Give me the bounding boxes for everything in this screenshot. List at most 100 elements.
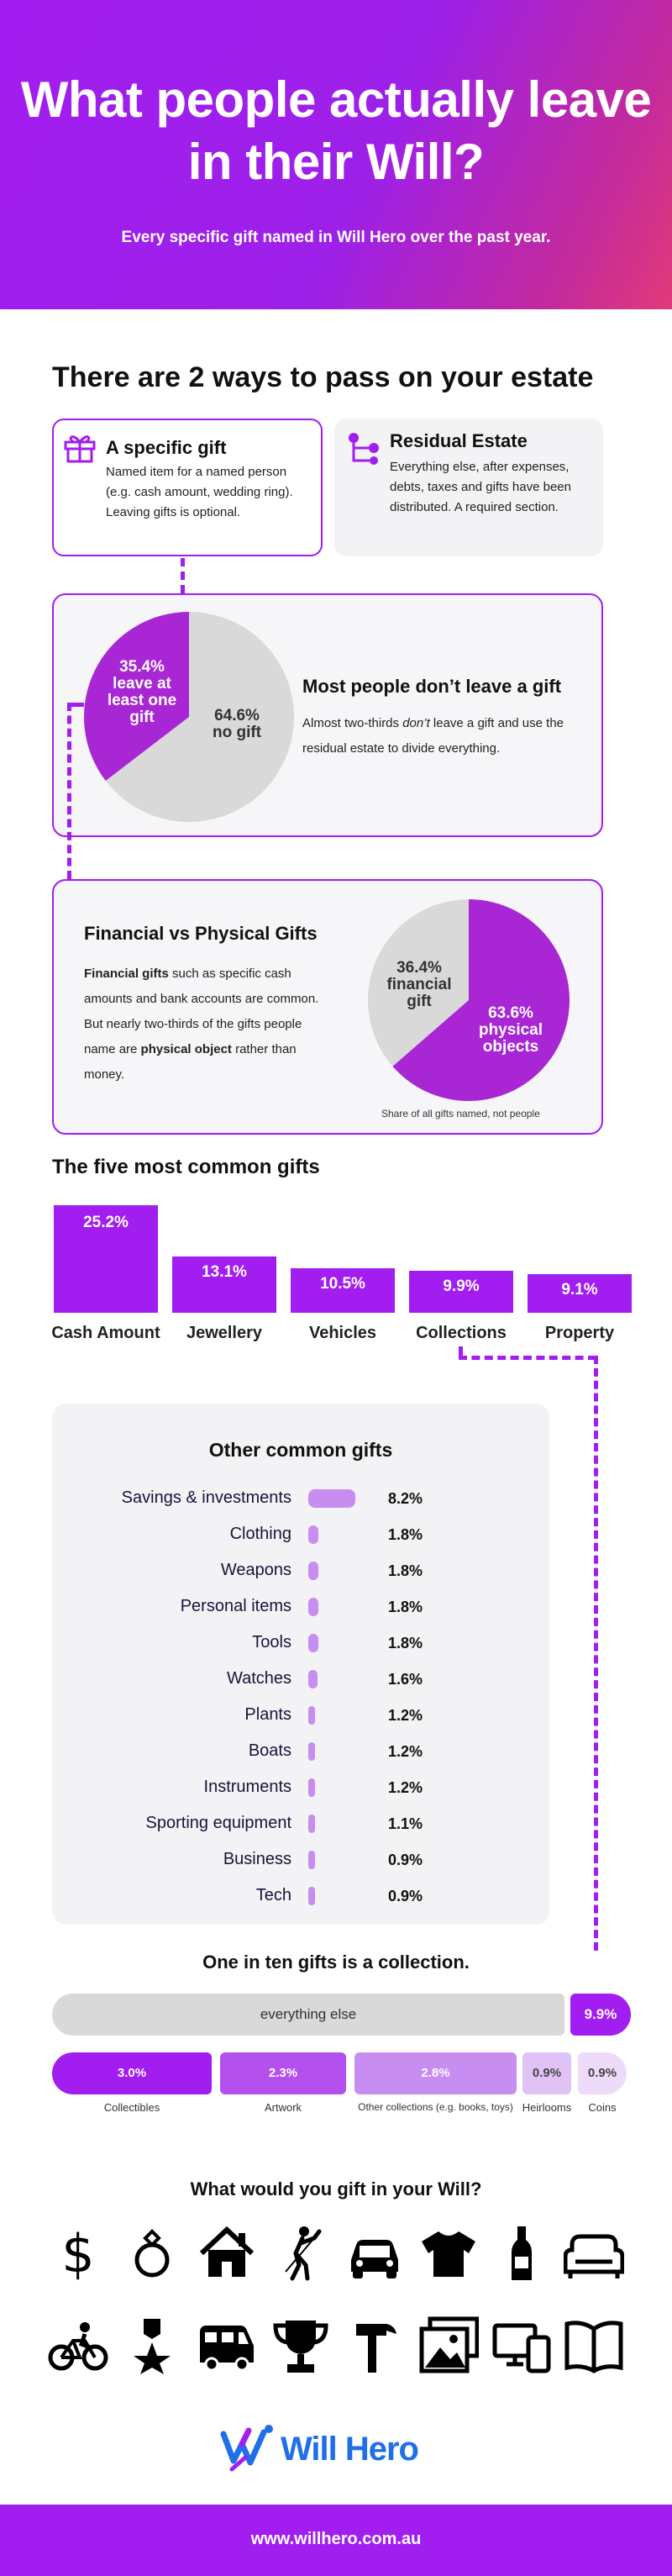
- other-gifts-panel: [52, 1404, 549, 1925]
- bar-boats: [308, 1742, 315, 1761]
- bar-savings-investments: [308, 1489, 355, 1508]
- bar-jewellery: 13.1%: [172, 1256, 276, 1313]
- row-label-sporting-equipment: Sporting equipment: [145, 1814, 291, 1832]
- pie-leave-gift-label: 35.4% leave at least one gift: [96, 659, 188, 726]
- bar-value-label: 1.8%: [388, 1635, 423, 1651]
- segment-label-artwork: Artwork: [264, 2101, 302, 2114]
- house-icon: [197, 2223, 257, 2284]
- header-banner: What people actually leave in their Will…: [0, 0, 672, 309]
- row-label-instruments: Instruments: [203, 1778, 291, 1796]
- segment-everything-else: everything else: [52, 1994, 564, 2036]
- desc-bold: Financial gifts: [84, 967, 169, 981]
- hierarchy-icon: [349, 433, 379, 465]
- bar-value-label: 9.9%: [443, 1277, 480, 1295]
- page-subtitle: Every specific gift named in Will Hero o…: [121, 229, 551, 246]
- bar-value-label: 9.1%: [561, 1281, 598, 1299]
- icons-heading: What would you gift in your Will?: [190, 2178, 482, 2199]
- residual-estate-box: Residual Estate Everything else, after e…: [334, 419, 603, 556]
- devices-icon: [491, 2315, 552, 2376]
- row-label-business: Business: [223, 1850, 291, 1868]
- bar-category-label: Property: [544, 1324, 615, 1342]
- pie-leave-gift-pct: 35.4%: [119, 658, 165, 676]
- desc-part: Almost two-thirds: [302, 716, 403, 730]
- pie-financial-text: financial gift: [386, 976, 452, 1010]
- most-people-title: Most people don’t leave a gift: [302, 676, 562, 697]
- top5-bar-chart: 25.2% Cash Amount 13.1% Jewellery 10.5% Vehic…: [0, 1193, 672, 1370]
- bar-value-label: 25.2%: [83, 1214, 129, 1231]
- bar-value-label: 1.2%: [388, 1743, 423, 1760]
- pie-slice-financial: [368, 899, 469, 1067]
- book-icon: [564, 2315, 624, 2376]
- bar-sporting-equipment: [308, 1815, 315, 1833]
- desc-bold: physical object: [140, 1042, 232, 1056]
- bar-weapons: [308, 1562, 318, 1580]
- financial-physical-description: Financial gifts such as specific cash am…: [84, 961, 336, 1088]
- bar-value-label: 1.1%: [388, 1815, 423, 1832]
- page-title: What people actually leave in their Will…: [20, 71, 652, 190]
- desc-part: such as specific cash amounts and bank a…: [84, 967, 319, 1056]
- segment-coins: 0.9%: [578, 2052, 627, 2094]
- row-label-boats: Boats: [248, 1741, 291, 1760]
- segment-label-collectibles: Collectibles: [103, 2101, 160, 2114]
- pie-financial-label: 36.4% financial gift: [373, 960, 465, 1010]
- bar-business: [308, 1851, 315, 1869]
- bar-value-label: 0.9%: [388, 1888, 423, 1904]
- bar-vehicles: 10.5%: [291, 1268, 395, 1313]
- bar-value-label: 1.2%: [388, 1779, 423, 1796]
- residual-estate-title: Residual Estate: [390, 430, 528, 451]
- svg-text:$: $: [61, 2223, 94, 2284]
- pie-no-gift-text: no gift: [212, 724, 262, 741]
- footer-url-link[interactable]: www.willhero.com.au: [250, 2530, 422, 2548]
- segment-label-coins: Coins: [588, 2101, 617, 2114]
- pie-slice-no-gift: [105, 612, 294, 822]
- bottle-icon: [491, 2223, 552, 2284]
- bar-instruments: [308, 1778, 315, 1797]
- bar-personal-items: [308, 1598, 318, 1616]
- bar-category-label: Jewellery: [186, 1324, 263, 1342]
- pie-physical-pct: 63.6%: [488, 1004, 533, 1022]
- bar-value-label: 13.1%: [202, 1263, 247, 1281]
- segment-label-heirlooms: Heirlooms: [522, 2101, 572, 2114]
- gift-icon: [64, 435, 96, 463]
- bar-value-label: 1.6%: [388, 1671, 423, 1688]
- row-label-clothing: Clothing: [229, 1525, 291, 1543]
- bar-watches: [308, 1670, 318, 1688]
- picture-icon: [418, 2315, 480, 2376]
- golfer-icon: [270, 2223, 331, 2284]
- bar-tools: [308, 1634, 318, 1652]
- residual-estate-description: Everything else, after expenses, debts, …: [390, 460, 571, 514]
- pie-slice-leave-gift: [84, 612, 189, 781]
- pie-slice-physical: [392, 899, 570, 1101]
- gift-pie-chart: [84, 612, 294, 822]
- will-hero-logo-text: Will Hero: [281, 2431, 419, 2468]
- campervan-icon: [197, 2315, 257, 2376]
- row-label-watches: Watches: [226, 1669, 291, 1688]
- most-people-description: Almost two-thirds don’t leave a gift and…: [302, 711, 588, 761]
- connector-line: [181, 558, 185, 593]
- gift-type-pie-chart: [368, 899, 570, 1101]
- segment-heirlooms: 0.9%: [522, 2052, 571, 2094]
- collections-heading: One in ten gifts is a collection.: [202, 1952, 470, 1973]
- bar-collections: 9.9%: [409, 1271, 513, 1313]
- bar-cash-amount: 25.2%: [54, 1205, 158, 1313]
- connector-line: [594, 1356, 598, 1951]
- bar-category-label: Cash Amount: [51, 1324, 160, 1342]
- bicycle-icon: [48, 2315, 108, 2376]
- ways-heading: There are 2 ways to pass on your estate: [52, 361, 594, 393]
- desc-part: leave a gift and use the residual estate…: [302, 716, 564, 756]
- bar-clothing: [308, 1525, 318, 1544]
- bar-value-label: 0.9%: [388, 1852, 423, 1868]
- connector-line: [67, 703, 71, 879]
- sofa-icon: [563, 2223, 625, 2284]
- desc-part: rather than money.: [84, 1042, 297, 1082]
- will-hero-logo-icon: [220, 2425, 273, 2472]
- row-label-tech: Tech: [255, 1886, 291, 1904]
- connector-line: [459, 1356, 596, 1360]
- bar-value-label: 1.8%: [388, 1599, 423, 1615]
- pie-leave-gift-text: leave at least one gift: [107, 675, 177, 726]
- bar-value-label: 8.2%: [388, 1490, 423, 1507]
- segment-other-collections-e-g-books-toys: 2.8%: [354, 2052, 517, 2094]
- segment-label-other-collections-e-g-books-toys: Other collections (e.g. books, toys): [358, 2101, 513, 2113]
- bar-plants: [308, 1706, 315, 1725]
- will-hero-logo[interactable]: Will Hero: [220, 2421, 455, 2479]
